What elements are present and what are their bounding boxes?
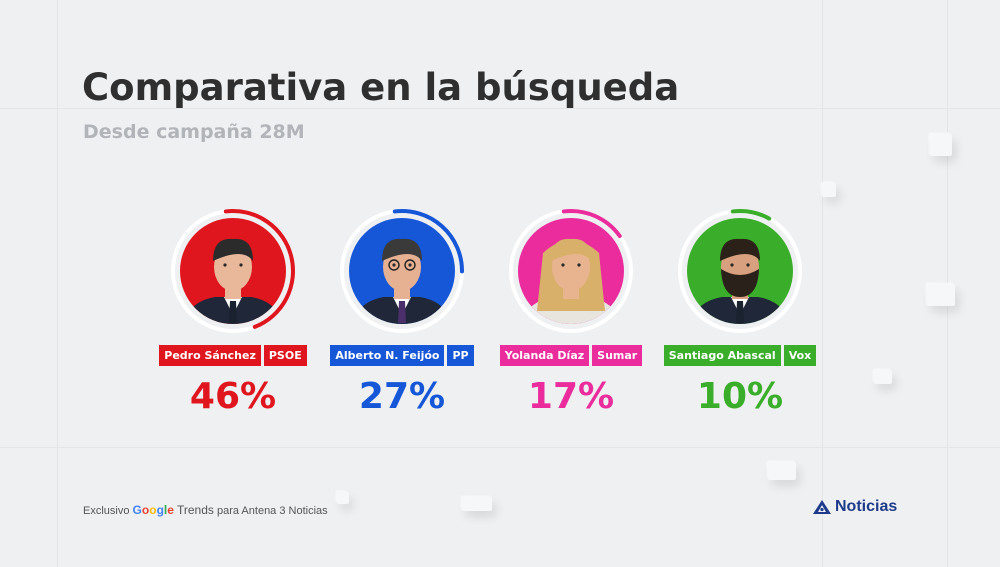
decor-tile <box>927 284 955 306</box>
page-subtitle: Desde campaña 28M <box>83 121 305 143</box>
footer-suffix: para Antena 3 Noticias <box>216 505 328 517</box>
candidate-portrait <box>518 238 624 324</box>
ring-progress-arc <box>223 209 295 329</box>
decor-tile <box>462 497 492 511</box>
decor-tile <box>768 462 796 480</box>
candidate-ring <box>340 209 464 333</box>
ring-progress-arc <box>561 209 622 239</box>
decor-tile <box>874 370 892 384</box>
search-share-percent: 46% <box>189 376 277 417</box>
party-badge: Vox <box>783 345 817 366</box>
decor-tile <box>930 134 952 156</box>
search-share-percent: 10% <box>696 376 784 417</box>
candidate-ring <box>509 209 633 333</box>
candidate-name: Alberto N. Feijóo <box>330 345 445 366</box>
candidate-name: Santiago Abascal <box>663 345 781 366</box>
candidate-name: Pedro Sánchez <box>159 345 261 366</box>
candidate-card: Santiago Abascal Vox 10% <box>655 205 825 417</box>
candidate-ring <box>678 209 802 333</box>
candidate-labels: Santiago Abascal Vox <box>655 345 825 366</box>
candidate-labels: Pedro Sánchez PSOE <box>148 345 318 366</box>
ring-progress-arc <box>392 209 464 274</box>
page-title: Comparativa en la búsqueda <box>82 66 680 109</box>
party-badge: Sumar <box>592 345 643 366</box>
antena3-noticias-logo: Noticias <box>812 498 897 516</box>
decor-tile <box>822 183 836 197</box>
candidate-ring <box>171 209 295 333</box>
candidate-card: Pedro Sánchez PSOE 46% <box>148 205 318 417</box>
grid-line <box>822 0 823 567</box>
brand-label: Noticias <box>835 498 898 515</box>
party-badge: PSOE <box>263 345 307 366</box>
search-share-percent: 17% <box>527 376 615 417</box>
source-footer: Exclusivo Google Trends para Antena 3 No… <box>83 503 328 517</box>
search-share-percent: 27% <box>358 376 446 417</box>
grid-line <box>0 447 1000 448</box>
trends-label: Trends <box>177 503 214 517</box>
candidate-card: Alberto N. Feijóo PP 27% <box>317 205 487 417</box>
candidate-labels: Yolanda Díaz Sumar <box>486 345 656 366</box>
candidate-card: Yolanda Díaz Sumar 17% <box>486 205 656 417</box>
party-badge: PP <box>447 345 474 366</box>
antena3-logo-icon <box>813 500 831 514</box>
grid-line <box>57 0 58 567</box>
candidate-name: Yolanda Díaz <box>499 345 590 366</box>
footer-prefix: Exclusivo <box>83 505 130 517</box>
candidate-labels: Alberto N. Feijóo PP <box>317 345 487 366</box>
grid-line <box>0 108 1000 109</box>
decor-tile <box>337 492 349 504</box>
grid-line <box>947 0 948 567</box>
google-logo: Google <box>132 503 174 517</box>
ring-progress-arc <box>730 209 772 221</box>
